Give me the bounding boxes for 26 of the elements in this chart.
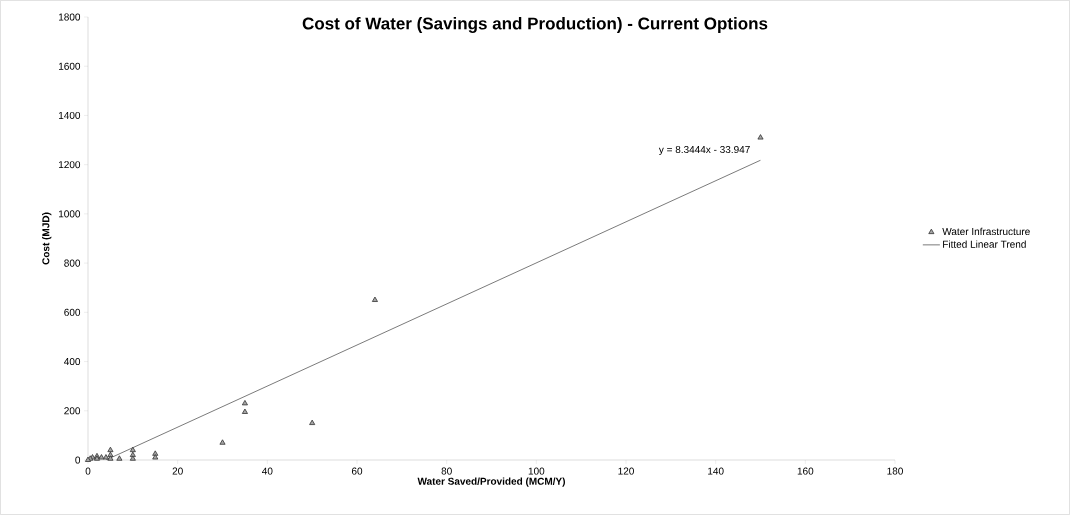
y-tick-label: 1800	[59, 13, 81, 21]
x-tick-label: 80	[441, 467, 452, 475]
y-tick-label: 0	[75, 456, 81, 464]
y-tick-label: 1000	[59, 210, 81, 218]
legend-label: Fitted Linear Trend	[943, 240, 1026, 248]
x-tick-label: 120	[618, 467, 634, 475]
x-tick-label: 180	[887, 467, 903, 475]
x-tick-label: 40	[262, 467, 273, 475]
x-tick-label: 0	[85, 467, 91, 475]
y-tick-label: 1600	[59, 62, 81, 70]
chart-title: Cost of Water (Savings and Production) - Current Options	[302, 17, 768, 33]
y-axis-title: Cost (MJD)	[42, 212, 52, 265]
y-tick-label: 800	[64, 259, 81, 267]
legend-label: Water Infrastructure	[942, 227, 1030, 236]
x-tick-label: 160	[797, 467, 814, 475]
y-tick-label: 400	[64, 358, 81, 366]
y-tick-label: 200	[64, 407, 81, 415]
x-tick-label: 140	[708, 467, 724, 475]
x-tick-label: 20	[172, 467, 183, 475]
y-tick-label: 1400	[59, 111, 81, 119]
x-axis-title: Water Saved/Provided (MCM/Y)	[417, 477, 565, 487]
y-tick-label: 1200	[59, 161, 81, 169]
annotation: y = 8.3444x - 33.947	[658, 145, 750, 156]
x-tick-label: 100	[528, 467, 545, 475]
y-tick-label: 600	[64, 308, 81, 316]
x-tick-label: 60	[351, 467, 363, 475]
